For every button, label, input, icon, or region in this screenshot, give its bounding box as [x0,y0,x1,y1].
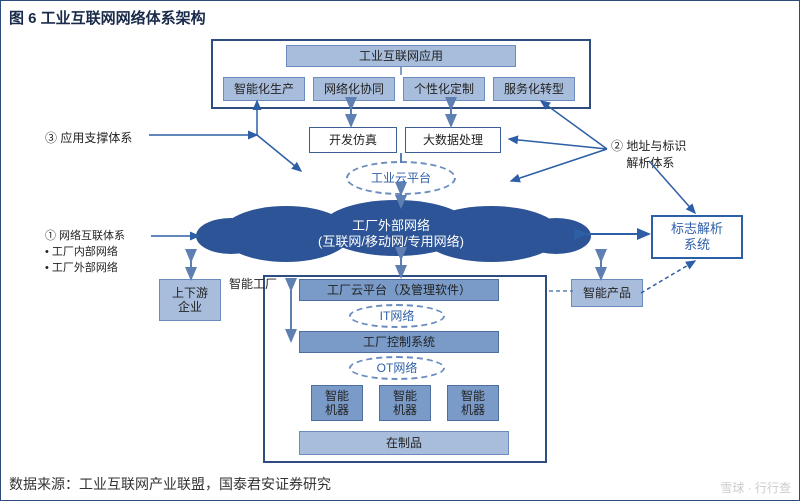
diagram-canvas: 工业互联网应用 智能化生产 网络化协同 个性化定制 服务化转型 开发仿真 大数据… [1,31,800,471]
factory-external-network-cloud: 工厂外部网络 (互联网/移动网/专用网络) [221,206,561,262]
app-item-2: 个性化定制 [403,77,485,101]
figure-title: 图 6 工业互联网网络体系架构 [9,7,206,28]
annotation-1: ① 网络互联体系 • 工厂内部网络 • 工厂外部网络 [45,227,125,275]
watermark: 雪球 · 行行查 [720,479,791,496]
machine-1: 智能 机器 [379,385,431,421]
big-data-box: 大数据处理 [405,127,501,153]
smart-product-box: 智能产品 [571,279,643,307]
app-layer-header: 工业互联网应用 [286,45,516,67]
ext-net-line2: (互联网/移动网/专用网络) [318,234,464,250]
ot-network-cloud: OT网络 [349,356,445,380]
machine-0: 智能 机器 [311,385,363,421]
industrial-cloud-platform: 工业云平台 [346,161,456,195]
data-source: 数据来源：工业互联网产业联盟，国泰君安证券研究 [9,474,331,494]
annotation-2: ② 地址与标识 解析体系 [611,137,686,171]
id-resolve-box: 标志解析 系统 [651,215,743,259]
wip-box: 在制品 [299,431,509,455]
annotation-3: ③ 应用支撑体系 [45,129,132,146]
factory-control-system: 工厂控制系统 [299,331,499,353]
app-item-0: 智能化生产 [223,77,305,101]
machine-2: 智能 机器 [447,385,499,421]
supplier-box: 上下游 企业 [159,279,221,321]
smart-factory-label: 智能工厂 [229,275,277,292]
ext-net-line1: 工厂外部网络 [352,218,430,234]
dev-sim-box: 开发仿真 [309,127,397,153]
factory-cloud-soft: 工厂云平台（及管理软件） [299,279,499,301]
app-item-1: 网络化协同 [313,77,395,101]
app-item-3: 服务化转型 [493,77,575,101]
it-network-cloud: IT网络 [349,304,445,328]
